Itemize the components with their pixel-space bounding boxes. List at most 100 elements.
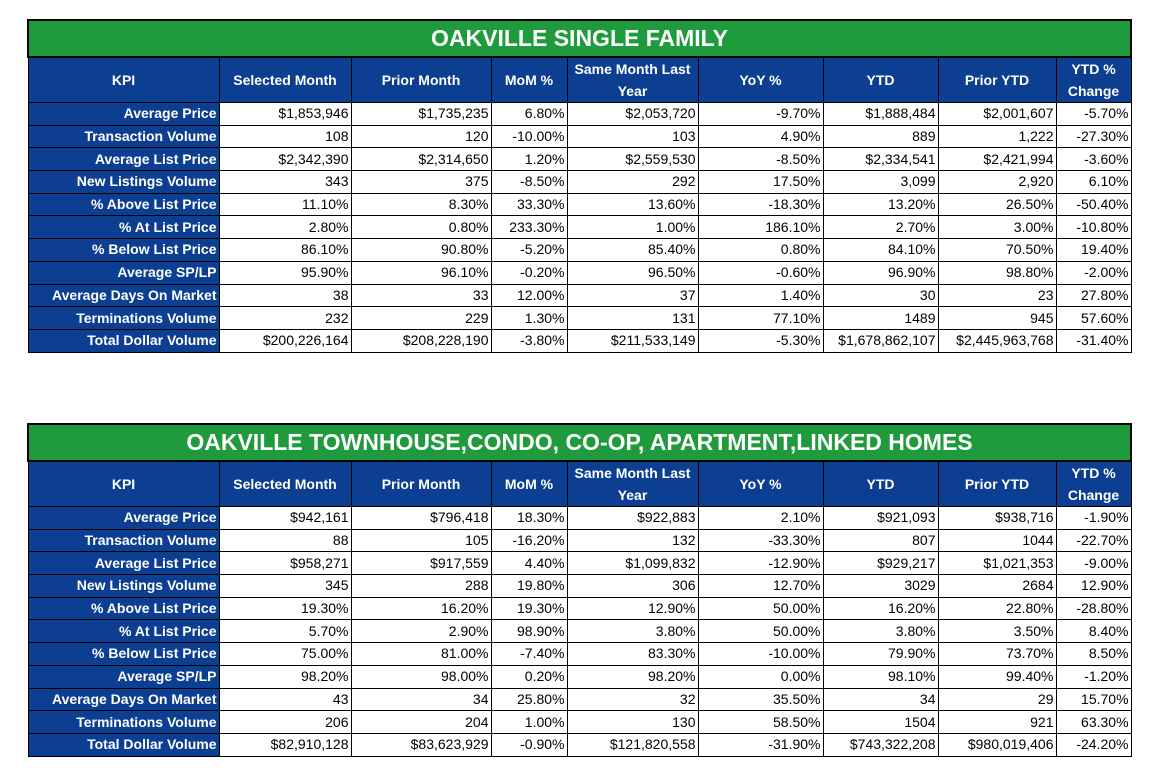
cell: 889 xyxy=(822,124,939,149)
kpi-label: % At List Price xyxy=(27,215,220,240)
cell: $921,093 xyxy=(822,506,939,530)
data-row: Average List Price $2,342,390 $2,314,650 1.… xyxy=(27,147,1132,172)
cell: 98.10% xyxy=(822,664,939,689)
cell: $2,314,650 xyxy=(350,147,492,172)
cell: 229 xyxy=(350,306,492,330)
column-header: KPI xyxy=(27,460,220,507)
data-row: Transaction Volume 88 105 -16.20% 132 -33.30%… xyxy=(27,528,1132,553)
cell: 12.70% xyxy=(697,574,824,598)
cell: 38 xyxy=(218,283,352,308)
cell: 81.00% xyxy=(350,642,492,666)
cell: 8.30% xyxy=(350,192,492,217)
cell: $83,623,929 xyxy=(350,732,492,757)
cell: 11.10% xyxy=(218,192,352,217)
cell: -3.80% xyxy=(490,328,568,353)
cell: $2,334,541 xyxy=(822,147,939,172)
cell: 8.40% xyxy=(1055,619,1132,644)
cell: $1,678,862,107 xyxy=(822,328,939,353)
cell: 96.50% xyxy=(566,260,699,285)
cell: -10.80% xyxy=(1055,215,1132,240)
cell: $2,053,720 xyxy=(566,102,699,126)
cell: 22.80% xyxy=(937,596,1057,621)
column-header: Prior YTD xyxy=(937,460,1057,507)
cell: 2.10% xyxy=(697,506,824,530)
kpi-label: Average SP/LP xyxy=(27,260,220,285)
header-row: KPI Selected Month Prior Month MoM % Same Mo… xyxy=(27,460,1132,507)
cell: 58.50% xyxy=(697,710,824,734)
cell: 108 xyxy=(218,124,352,149)
cell: 13.60% xyxy=(566,192,699,217)
cell: $1,099,832 xyxy=(566,551,699,576)
cell: 84.10% xyxy=(822,238,939,262)
cell: -12.90% xyxy=(697,551,824,576)
cell: 1.00% xyxy=(566,215,699,240)
cell: 206 xyxy=(218,710,352,734)
cell: $917,559 xyxy=(350,551,492,576)
cell: 27.80% xyxy=(1055,283,1132,308)
cell: 345 xyxy=(218,574,352,598)
cell: -3.60% xyxy=(1055,147,1132,172)
cell: 35.50% xyxy=(697,687,824,712)
cell: 6.10% xyxy=(1055,170,1132,194)
column-header: Prior YTD xyxy=(937,56,1057,103)
data-row: % Below List Price 86.10% 90.80% -5.20% 85.4… xyxy=(27,238,1132,262)
column-header: YTD xyxy=(822,460,939,507)
data-row: New Listings Volume 345 288 19.80% 306 12.70%… xyxy=(27,574,1132,598)
cell: 2,920 xyxy=(937,170,1057,194)
cell: $942,161 xyxy=(218,506,352,530)
cell: 1.00% xyxy=(490,710,568,734)
cell: 375 xyxy=(350,170,492,194)
cell: 4.40% xyxy=(490,551,568,576)
cell: 0.80% xyxy=(350,215,492,240)
kpi-label: Average Days On Market xyxy=(27,687,220,712)
cell: 288 xyxy=(350,574,492,598)
kpi-label: New Listings Volume xyxy=(27,170,220,194)
cell: 98.20% xyxy=(566,664,699,689)
column-header: MoM % xyxy=(490,56,568,103)
cell: 6.80% xyxy=(490,102,568,126)
header-row: KPI Selected Month Prior Month MoM % Same Mo… xyxy=(27,56,1132,103)
cell: -5.30% xyxy=(697,328,824,353)
column-header: MoM % xyxy=(490,460,568,507)
cell: 292 xyxy=(566,170,699,194)
kpi-label: Average Days On Market xyxy=(27,283,220,308)
cell: -50.40% xyxy=(1055,192,1132,217)
cell: 17.50% xyxy=(697,170,824,194)
data-row: % At List Price 5.70% 2.90% 98.90% 3.80% 50.0… xyxy=(27,619,1132,644)
cell: $1,021,353 xyxy=(937,551,1057,576)
data-row: % Above List Price 11.10% 8.30% 33.30% 13.60… xyxy=(27,192,1132,217)
cell: 73.70% xyxy=(937,642,1057,666)
kpi-label: Average SP/LP xyxy=(27,664,220,689)
kpi-label: Average List Price xyxy=(27,551,220,576)
cell: $938,716 xyxy=(937,506,1057,530)
cell: 19.30% xyxy=(490,596,568,621)
cell: 79.90% xyxy=(822,642,939,666)
cell: 50.00% xyxy=(697,596,824,621)
cell: 2.90% xyxy=(350,619,492,644)
cell: $211,533,149 xyxy=(566,328,699,353)
cell: 2.80% xyxy=(218,215,352,240)
cell: 98.80% xyxy=(937,260,1057,285)
cell: 33.30% xyxy=(490,192,568,217)
table-title: OAKVILLE TOWNHOUSE,CONDO, CO-OP, APARTME… xyxy=(26,423,1133,462)
cell: 1044 xyxy=(937,528,1057,553)
cell: 103 xyxy=(566,124,699,149)
cell: 16.20% xyxy=(822,596,939,621)
data-row: Average SP/LP 95.90% 96.10% -0.20% 96.50% -0.… xyxy=(27,260,1132,285)
cell: -33.30% xyxy=(697,528,824,553)
cell: 19.40% xyxy=(1055,238,1132,262)
cell: $2,559,530 xyxy=(566,147,699,172)
cell: 26.50% xyxy=(937,192,1057,217)
kpi-table: OAKVILLE TOWNHOUSE,CONDO, CO-OP, APARTME… xyxy=(26,423,1133,757)
column-header: YoY % xyxy=(697,56,824,103)
cell: -7.40% xyxy=(490,642,568,666)
cell: 921 xyxy=(937,710,1057,734)
cell: 0.80% xyxy=(697,238,824,262)
cell: -24.20% xyxy=(1055,732,1132,757)
cell: 18.30% xyxy=(490,506,568,530)
column-header: Same Month Last Year xyxy=(566,56,699,103)
cell: 86.10% xyxy=(218,238,352,262)
cell: -22.70% xyxy=(1055,528,1132,553)
cell: 1.20% xyxy=(490,147,568,172)
